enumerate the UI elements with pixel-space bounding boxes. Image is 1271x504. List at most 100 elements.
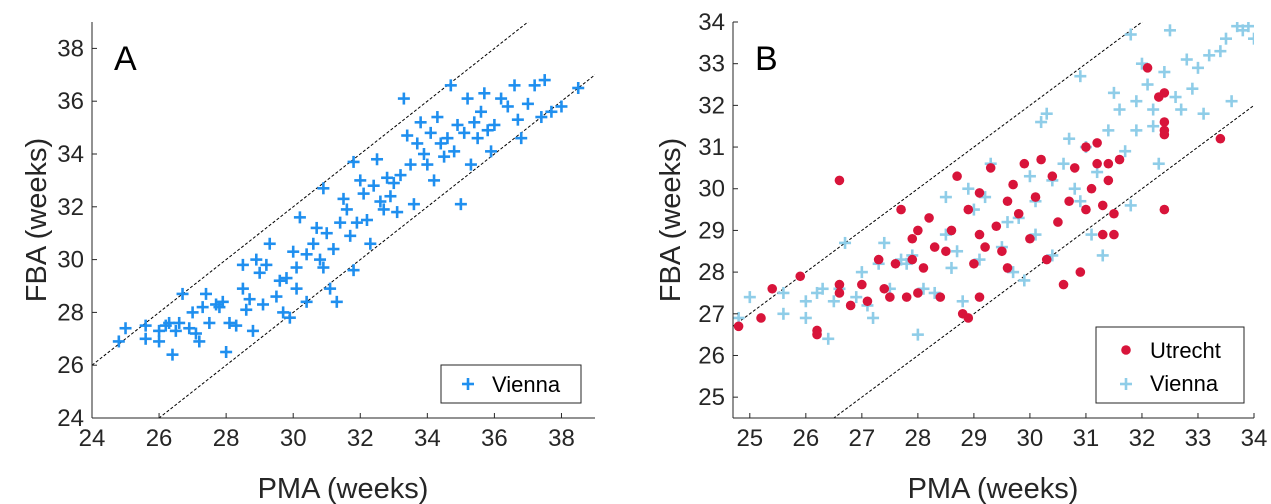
- panel-a-vienna-point-64: [360, 214, 373, 226]
- panel-a-vienna-point-42: [290, 282, 303, 295]
- panel-b-utrecht-point-11: [862, 296, 873, 307]
- panel-b-utrecht-point-70: [1159, 88, 1170, 98]
- panel-a-vienna-point-34: [263, 237, 276, 250]
- panel-b-utrecht-point-60: [1109, 229, 1119, 240]
- panel-b-vienna-point-9: [827, 295, 840, 308]
- panel-a-y-tick-label-28: 28: [57, 299, 84, 326]
- panel-a-vienna-point-49: [317, 261, 330, 274]
- panel-b-utrecht-point-3: [795, 271, 806, 282]
- panel-b-vienna-point-7: [816, 282, 829, 295]
- panel-b-utrecht-point-52: [1081, 142, 1091, 152]
- panel-a-y-axis-label: FBA (weeks): [21, 138, 53, 302]
- panel-a-vienna-point-37: [277, 306, 290, 319]
- panel-b-utrecht-point-57: [1097, 200, 1108, 211]
- panel-b-axes: 25 26 27 28 29 30 31 32 33 34 25 26 27 28 29 30 31 32 33 34: [698, 9, 1267, 452]
- panel-b-utrecht-point-15: [890, 258, 901, 269]
- panel-b-vienna-point-76: [1225, 95, 1238, 108]
- panel-a-y-tick-label-34: 34: [57, 141, 84, 168]
- panel-a-vienna-point-87: [438, 150, 451, 163]
- panel-a-vienna-point-9: [169, 324, 182, 337]
- panel-a-y-tick-label-36: 36: [57, 88, 84, 115]
- panel-b-y-tick-label-25: 25: [698, 384, 725, 411]
- panel-a-vienna-point-110: [535, 111, 548, 124]
- panel-a-vienna-point-91: [451, 118, 464, 131]
- panel-b-utrecht-point-2: [767, 283, 778, 294]
- panel-b-utrecht-point-34: [985, 163, 996, 173]
- panel-a-vienna-point-2: [139, 319, 152, 332]
- panel-b-utrecht-point-31: [974, 292, 985, 302]
- panel-a-vienna-point-73: [391, 206, 404, 219]
- panel-b-utrecht-point-69: [1215, 133, 1226, 144]
- panel-b-x-tick-label-30: 30: [1017, 425, 1044, 452]
- panel-a-scatter-plot: 24 26 28 30 32 34 36 38 24 26 28 30 32 34 36 38 A PMA (…: [21, 22, 595, 504]
- panel-b-vienna-point-40: [1023, 170, 1036, 183]
- panel-b-legend-plus-marker: [1120, 378, 1132, 390]
- panel-a-reference-line-0: [92, 22, 529, 366]
- panel-b-utrecht-point-40: [1019, 158, 1030, 169]
- panel-a-axes: 24 26 28 30 32 34 36 38 24 26 28 30 32 34 36 38: [57, 22, 595, 452]
- panel-b-reference-lines: [733, 22, 1254, 418]
- panel-b-legend-vienna: Vienna: [1150, 371, 1219, 396]
- panel-a-vienna-point-86: [434, 137, 447, 150]
- panel-a-vienna-point-94: [461, 92, 474, 105]
- panel-a-vienna-point-65: [364, 237, 377, 250]
- panel-a-vienna-point-17: [200, 287, 213, 300]
- panel-b-vienna-point-61: [1130, 124, 1143, 137]
- panel-b-utrecht-point-19: [913, 288, 923, 298]
- panel-a-vienna-point-31: [253, 266, 266, 279]
- panel-a-vienna-point-63: [357, 187, 370, 200]
- panel-a-x-tick-label-32: 32: [347, 425, 374, 452]
- panel-b-vienna-point-71: [1186, 82, 1199, 95]
- panel-a-vienna-point-74: [394, 169, 407, 182]
- panel-b-utrecht-point-37: [1002, 196, 1013, 207]
- panel-a-reference-lines: [92, 22, 595, 418]
- panel-b-vienna-point-64: [1147, 120, 1160, 133]
- panel-b-vienna-point-43: [1035, 116, 1048, 129]
- panel-a-vienna-point-28: [243, 293, 256, 306]
- panel-b-vienna-point-79: [1248, 32, 1254, 45]
- panel-b-utrecht-point-5: [812, 329, 822, 340]
- panel-b-vienna-point-28: [951, 245, 964, 258]
- panel-b-vienna-point-29: [956, 295, 969, 308]
- panel-a-vienna-point-7: [163, 316, 176, 329]
- panel-b-vienna-point-84: [1040, 107, 1053, 120]
- panel-b-vienna-point-81: [1214, 45, 1227, 58]
- panel-b-utrecht-point-1: [756, 313, 766, 323]
- panel-a-vienna-point-13: [186, 306, 199, 319]
- panel-b-utrecht-point-71: [963, 313, 974, 323]
- panel-b-vienna-point-73: [1197, 107, 1210, 120]
- panel-a-label: A: [114, 40, 137, 78]
- panel-a-vienna-point-56: [337, 192, 350, 205]
- panel-b-vienna-point-65: [1152, 157, 1165, 170]
- panel-a-vienna-point-18: [203, 316, 216, 329]
- panel-b-utrecht-point-61: [1109, 208, 1119, 219]
- panel-b-vienna-point-82: [1147, 103, 1160, 116]
- panel-a-x-tick-label-24: 24: [79, 425, 106, 452]
- panel-a-vienna-point-96: [468, 116, 481, 129]
- panel-b-vienna-point-68: [1169, 91, 1182, 104]
- panel-b-vienna-point-11: [839, 236, 852, 249]
- panel-b-vienna-point-67: [1163, 24, 1176, 37]
- panel-a-vienna-point-51: [320, 227, 333, 240]
- panel-a-vienna-point-81: [417, 148, 430, 160]
- panel-b-legend-box: [1095, 326, 1245, 404]
- panel-a-vienna-point-104: [501, 100, 514, 113]
- panel-b-vienna-point-55: [1102, 124, 1115, 137]
- panel-a-vienna-point-107: [515, 132, 528, 145]
- panel-b-vienna-point-69: [1175, 103, 1188, 116]
- panel-b-legend-plus: [1120, 378, 1132, 390]
- panel-b-utrecht-point-46: [1053, 217, 1063, 227]
- panel-b-utrecht-point-14: [885, 292, 895, 302]
- panel-a-vienna-point-106: [511, 113, 524, 126]
- panel-b-utrecht-point-72: [974, 229, 985, 240]
- panel-a-vienna-point-40: [287, 245, 300, 258]
- panel-a-vienna-point-68: [374, 195, 387, 208]
- panel-b-utrecht-point-18: [907, 233, 918, 244]
- panel-b-vienna-point-4: [799, 295, 812, 308]
- panel-a-vienna-point-50: [317, 182, 330, 195]
- panel-a-reference-line-1: [158, 74, 595, 418]
- panel-b-utrecht-point-24: [935, 292, 946, 302]
- panel-b-utrecht-point-13: [879, 283, 890, 294]
- panel-b-utrecht-point-20: [913, 225, 923, 236]
- panel-a-vienna-point-44: [300, 248, 313, 261]
